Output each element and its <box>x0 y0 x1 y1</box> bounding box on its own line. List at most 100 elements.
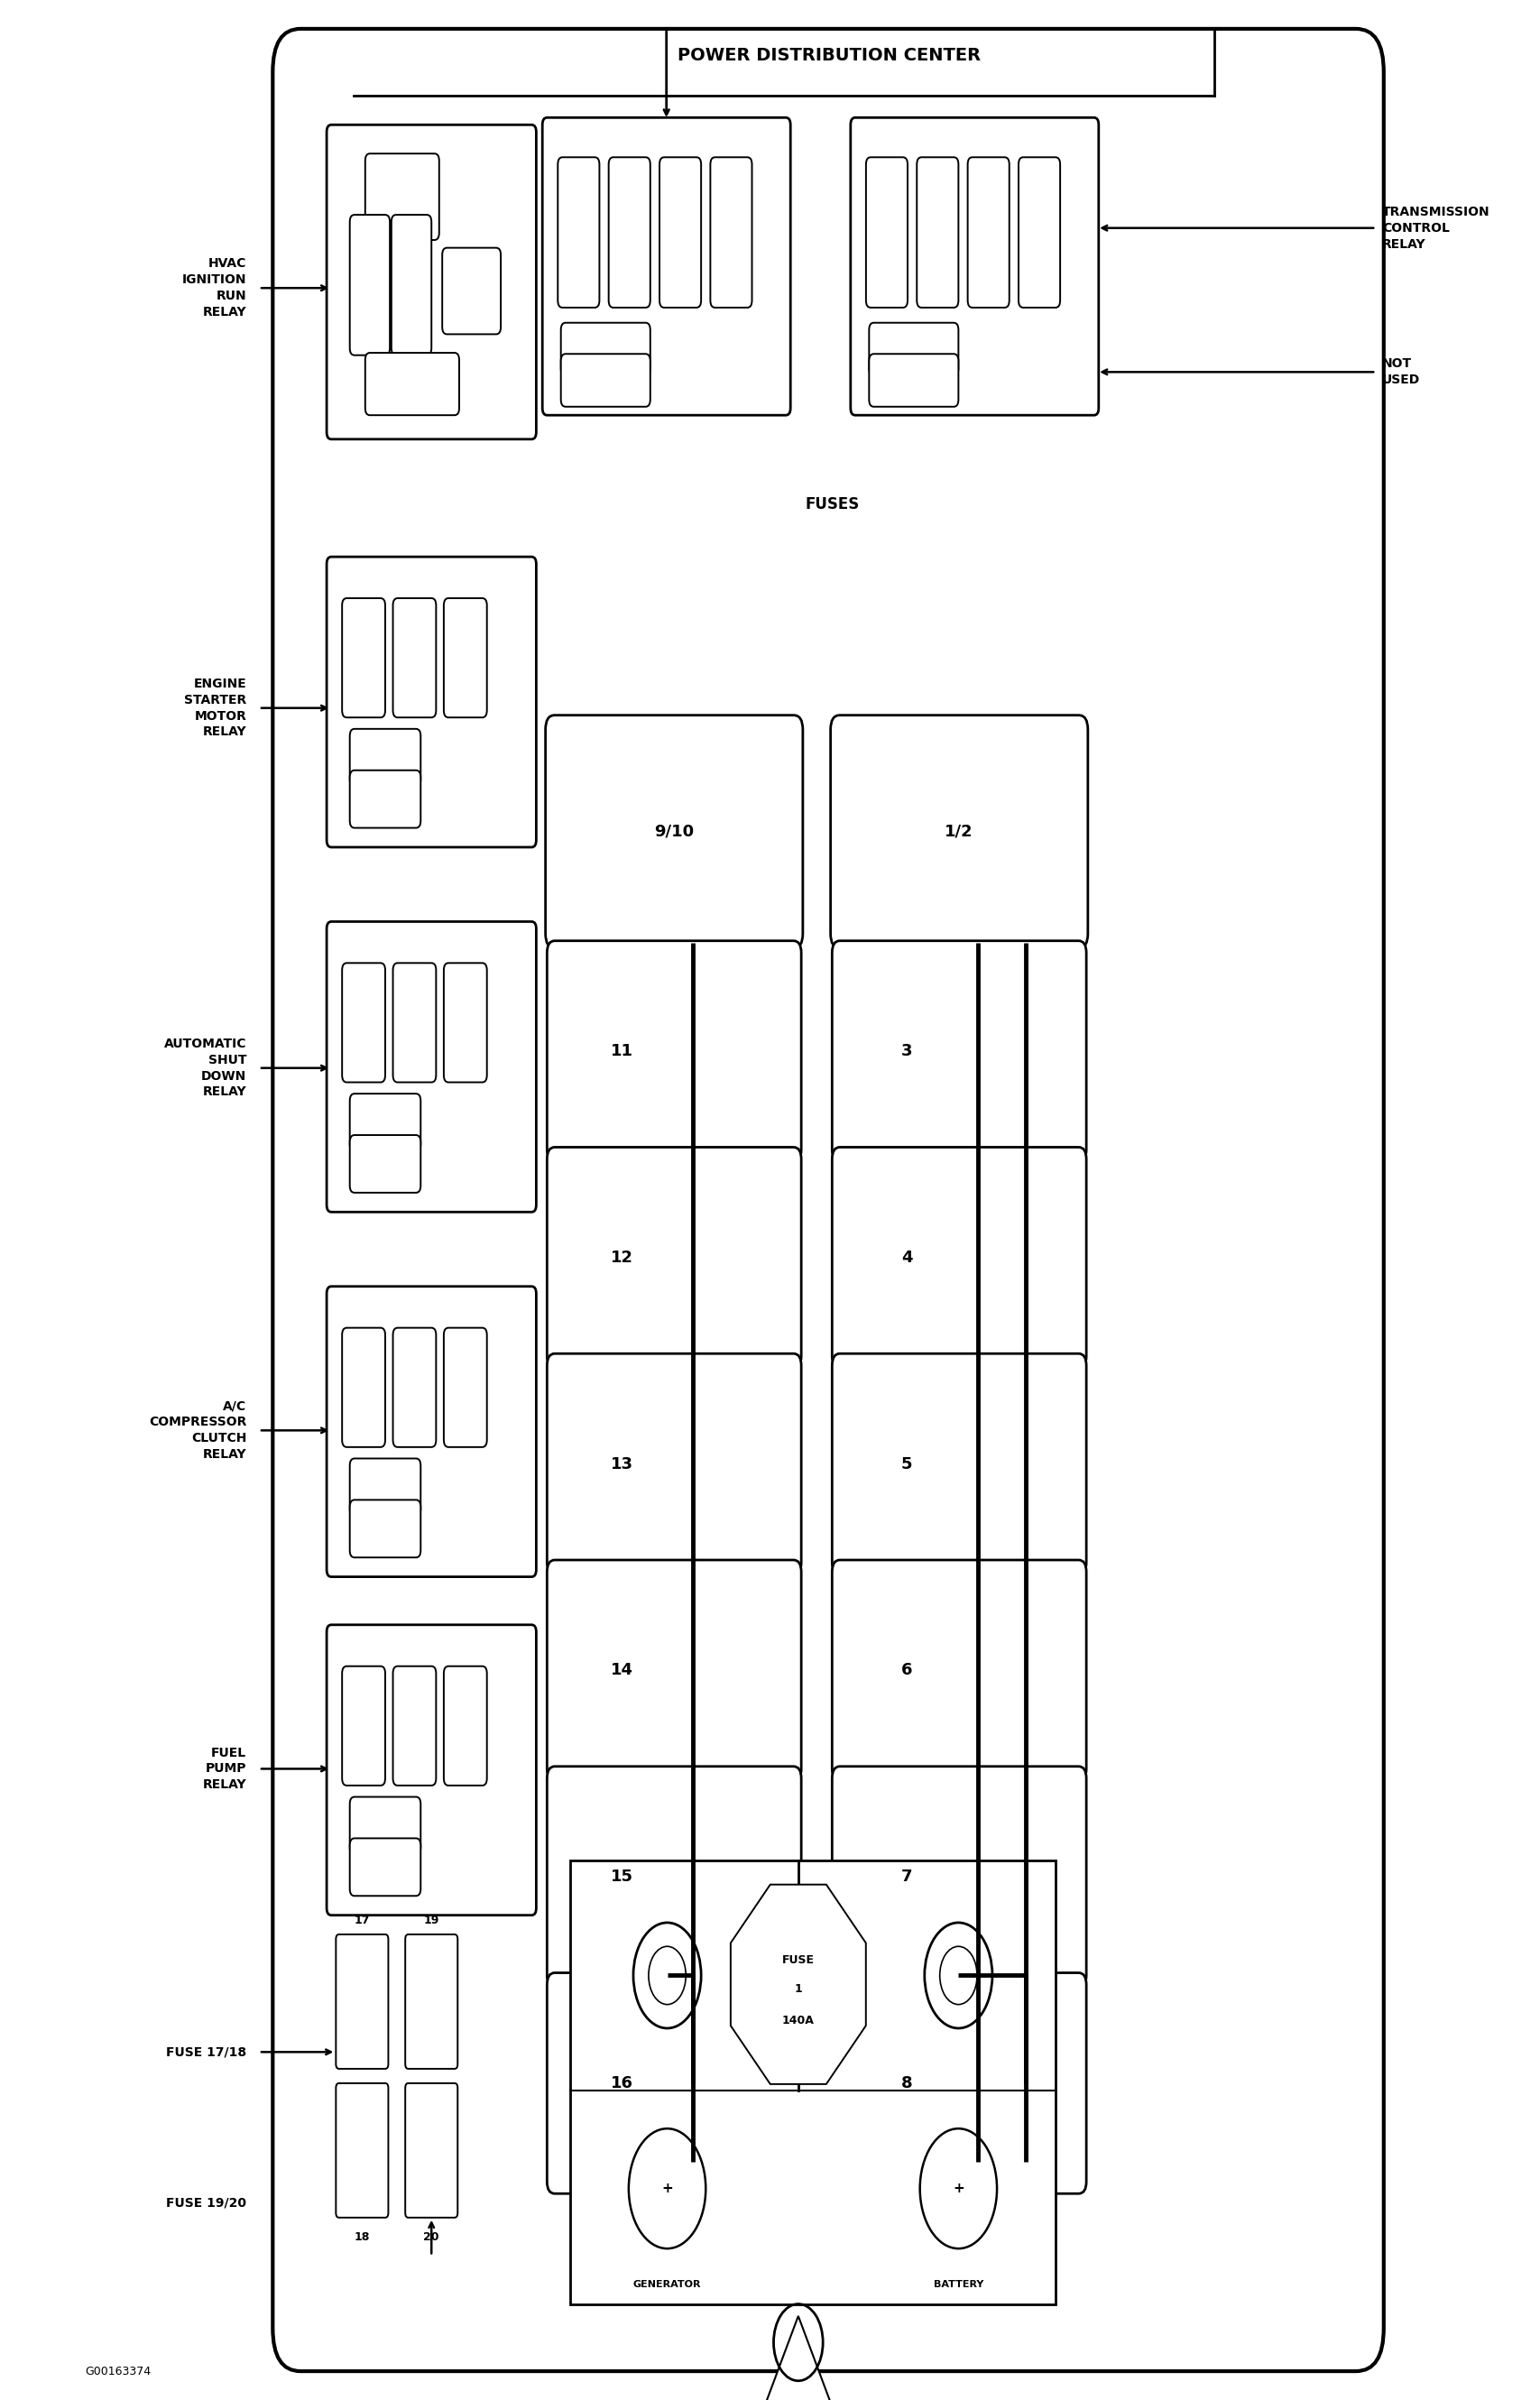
FancyBboxPatch shape <box>326 922 536 1212</box>
Text: 8: 8 <box>901 2076 912 2090</box>
FancyBboxPatch shape <box>350 1798 420 1855</box>
Text: ENGINE
STARTER
MOTOR
RELAY: ENGINE STARTER MOTOR RELAY <box>183 677 246 739</box>
FancyBboxPatch shape <box>547 1354 801 1574</box>
FancyBboxPatch shape <box>326 1625 536 1915</box>
Text: FUSE 19/20: FUSE 19/20 <box>166 2196 246 2210</box>
FancyBboxPatch shape <box>865 158 907 307</box>
Text: A/C
COMPRESSOR
CLUTCH
RELAY: A/C COMPRESSOR CLUTCH RELAY <box>149 1399 246 1462</box>
Text: 1: 1 <box>793 1982 802 1994</box>
Text: G00163374: G00163374 <box>85 2366 151 2376</box>
Polygon shape <box>759 2316 836 2400</box>
FancyBboxPatch shape <box>442 247 500 334</box>
FancyBboxPatch shape <box>393 1327 436 1447</box>
FancyBboxPatch shape <box>393 598 436 718</box>
FancyBboxPatch shape <box>342 598 385 718</box>
Text: HVAC
IGNITION
RUN
RELAY: HVAC IGNITION RUN RELAY <box>182 257 246 319</box>
FancyBboxPatch shape <box>391 216 431 355</box>
Text: 12: 12 <box>610 1250 633 1265</box>
FancyBboxPatch shape <box>659 158 701 307</box>
FancyBboxPatch shape <box>547 1147 801 1368</box>
FancyBboxPatch shape <box>832 1766 1086 1987</box>
FancyBboxPatch shape <box>542 118 790 415</box>
Text: 1/2: 1/2 <box>944 823 973 840</box>
Polygon shape <box>730 1884 865 2083</box>
Text: 6: 6 <box>901 1663 912 1678</box>
FancyBboxPatch shape <box>561 353 650 406</box>
FancyBboxPatch shape <box>326 1286 536 1577</box>
FancyBboxPatch shape <box>405 1934 457 2069</box>
FancyBboxPatch shape <box>547 1766 801 1987</box>
Text: 15: 15 <box>610 1870 633 1884</box>
FancyBboxPatch shape <box>869 322 958 374</box>
Text: TRANSMISSION
CONTROL
RELAY: TRANSMISSION CONTROL RELAY <box>1381 206 1489 250</box>
FancyBboxPatch shape <box>832 1560 1086 1781</box>
FancyBboxPatch shape <box>832 941 1086 1162</box>
Text: +: + <box>661 2182 673 2196</box>
FancyBboxPatch shape <box>547 1973 801 2194</box>
FancyBboxPatch shape <box>336 1934 388 2069</box>
FancyBboxPatch shape <box>444 598 487 718</box>
FancyBboxPatch shape <box>916 158 958 307</box>
Text: FUSE: FUSE <box>782 1954 815 1966</box>
FancyBboxPatch shape <box>342 1666 385 1786</box>
FancyBboxPatch shape <box>557 158 599 307</box>
Text: FUEL
PUMP
RELAY: FUEL PUMP RELAY <box>203 1747 246 1790</box>
FancyBboxPatch shape <box>547 941 801 1162</box>
FancyBboxPatch shape <box>273 29 1383 2371</box>
FancyBboxPatch shape <box>850 118 1098 415</box>
FancyBboxPatch shape <box>830 715 1087 948</box>
FancyBboxPatch shape <box>444 1327 487 1447</box>
Text: FUSE 17/18: FUSE 17/18 <box>166 2045 246 2059</box>
Text: 9/10: 9/10 <box>654 823 693 840</box>
FancyBboxPatch shape <box>365 353 459 415</box>
Text: 7: 7 <box>901 1870 912 1884</box>
FancyBboxPatch shape <box>350 216 390 355</box>
FancyBboxPatch shape <box>393 962 436 1082</box>
FancyBboxPatch shape <box>350 1135 420 1193</box>
FancyBboxPatch shape <box>545 715 802 948</box>
FancyBboxPatch shape <box>326 557 536 847</box>
FancyBboxPatch shape <box>350 770 420 828</box>
FancyBboxPatch shape <box>342 962 385 1082</box>
FancyBboxPatch shape <box>547 1560 801 1781</box>
Text: 11: 11 <box>610 1044 633 1058</box>
Text: 3: 3 <box>901 1044 912 1058</box>
FancyBboxPatch shape <box>342 1327 385 1447</box>
FancyBboxPatch shape <box>350 1500 420 1558</box>
Text: 5: 5 <box>901 1457 912 1471</box>
FancyBboxPatch shape <box>832 1973 1086 2194</box>
Text: 4: 4 <box>901 1250 912 1265</box>
FancyBboxPatch shape <box>336 2083 388 2218</box>
Text: NOT
USED: NOT USED <box>1381 358 1420 386</box>
Bar <box>570 1860 1055 2304</box>
FancyBboxPatch shape <box>832 1354 1086 1574</box>
FancyBboxPatch shape <box>608 158 650 307</box>
Text: GENERATOR: GENERATOR <box>633 2280 701 2290</box>
FancyBboxPatch shape <box>365 154 439 240</box>
FancyBboxPatch shape <box>832 1147 1086 1368</box>
FancyBboxPatch shape <box>350 730 420 787</box>
Text: POWER DISTRIBUTION CENTER: POWER DISTRIBUTION CENTER <box>678 46 979 65</box>
FancyBboxPatch shape <box>561 322 650 374</box>
FancyBboxPatch shape <box>967 158 1009 307</box>
FancyBboxPatch shape <box>326 125 536 439</box>
FancyBboxPatch shape <box>350 1094 420 1152</box>
FancyBboxPatch shape <box>444 1666 487 1786</box>
Text: 19: 19 <box>424 1915 439 1925</box>
Text: FUSES: FUSES <box>804 497 859 511</box>
Text: 140A: 140A <box>782 2014 815 2026</box>
FancyBboxPatch shape <box>869 353 958 406</box>
Text: 14: 14 <box>610 1663 633 1678</box>
FancyBboxPatch shape <box>350 1838 420 1896</box>
FancyBboxPatch shape <box>393 1666 436 1786</box>
Text: 20: 20 <box>424 2232 439 2242</box>
FancyBboxPatch shape <box>444 962 487 1082</box>
Text: BATTERY: BATTERY <box>933 2280 983 2290</box>
Text: +: + <box>952 2182 964 2196</box>
Text: 13: 13 <box>610 1457 633 1471</box>
Text: 18: 18 <box>354 2232 370 2242</box>
FancyBboxPatch shape <box>710 158 752 307</box>
FancyBboxPatch shape <box>405 2083 457 2218</box>
Text: AUTOMATIC
SHUT
DOWN
RELAY: AUTOMATIC SHUT DOWN RELAY <box>163 1037 246 1099</box>
FancyBboxPatch shape <box>350 1459 420 1517</box>
